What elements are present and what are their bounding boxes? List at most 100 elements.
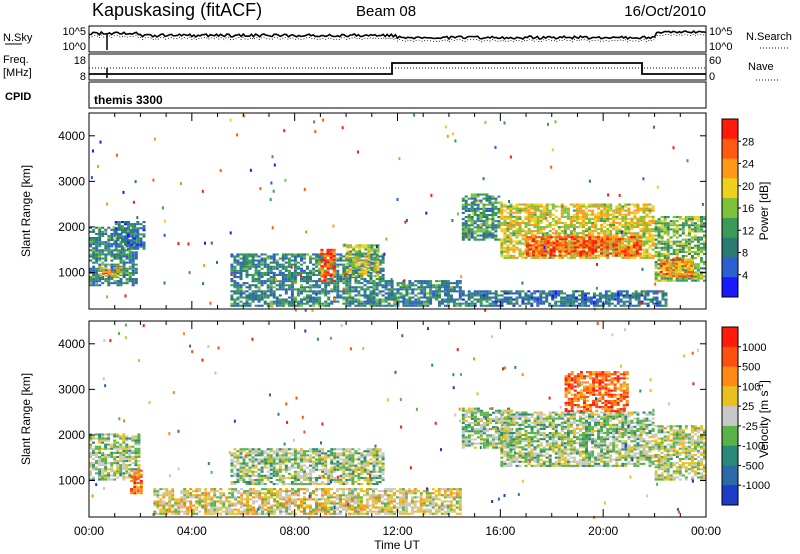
data-cell xyxy=(290,276,294,279)
data-cell xyxy=(251,280,255,283)
data-cell xyxy=(92,466,95,469)
data-cell xyxy=(266,278,270,281)
data-cell xyxy=(101,243,105,246)
data-cell xyxy=(600,240,604,243)
data-cell xyxy=(127,239,130,242)
data-cell xyxy=(540,254,544,257)
data-cell xyxy=(376,244,380,247)
data-cell xyxy=(327,302,331,305)
data-cell xyxy=(545,205,549,208)
data-cell xyxy=(693,275,697,278)
data-cell xyxy=(423,280,427,283)
data-cell xyxy=(119,241,123,244)
data-cell xyxy=(561,238,565,241)
data-cell xyxy=(639,238,643,241)
data-cell xyxy=(618,248,621,251)
data-cell xyxy=(394,300,396,304)
data-cell xyxy=(426,284,430,287)
data-cell xyxy=(346,258,350,261)
data-cell xyxy=(324,302,328,305)
data-cell xyxy=(272,292,276,295)
data-cell xyxy=(594,219,598,222)
data-cell xyxy=(451,219,454,222)
data-cell xyxy=(512,226,516,229)
data-cell xyxy=(137,455,141,458)
data-cell xyxy=(530,302,534,305)
data-cell xyxy=(693,271,697,274)
data-cell xyxy=(509,246,513,249)
data-cell xyxy=(342,263,346,266)
data-cell xyxy=(615,205,619,208)
data-cell xyxy=(275,273,279,276)
data-cell xyxy=(296,267,300,270)
data-cell xyxy=(99,273,103,276)
data-cell xyxy=(131,478,135,481)
data-cell xyxy=(405,286,409,289)
data-cell xyxy=(642,230,646,233)
data-cell xyxy=(230,280,234,283)
data-cell xyxy=(696,271,700,274)
data-cell xyxy=(327,296,331,299)
data-cell xyxy=(275,483,279,486)
data-cell xyxy=(122,269,126,272)
data-cell xyxy=(303,255,306,258)
data-cell xyxy=(266,284,270,287)
data-cell xyxy=(613,298,617,301)
data-cell xyxy=(687,226,691,229)
data-cell xyxy=(521,221,525,224)
data-cell xyxy=(326,273,330,276)
data-cell xyxy=(435,290,439,293)
data-cell xyxy=(558,244,562,247)
data-cell xyxy=(122,449,126,452)
data-cell xyxy=(452,290,456,293)
data-cell xyxy=(92,478,95,481)
data-cell xyxy=(569,256,573,259)
data-cell xyxy=(384,282,388,285)
data-cell xyxy=(351,253,355,256)
data-cell xyxy=(628,304,632,307)
data-cell xyxy=(582,219,585,222)
data-cell xyxy=(272,296,276,299)
data-cell xyxy=(485,234,489,237)
data-cell xyxy=(560,207,564,210)
data-cell xyxy=(533,207,537,210)
data-cell xyxy=(318,255,322,258)
data-cell xyxy=(125,447,129,450)
data-cell xyxy=(402,304,406,307)
data-cell xyxy=(131,439,135,442)
data-cell xyxy=(591,250,595,253)
data-cell xyxy=(248,466,252,469)
data-cell xyxy=(485,216,489,219)
data-cell xyxy=(345,300,349,303)
data-cell xyxy=(136,492,140,495)
data-cell xyxy=(405,288,409,291)
data-cell xyxy=(251,255,255,258)
data-cell xyxy=(584,292,587,295)
data-cell xyxy=(309,296,312,299)
data-cell xyxy=(254,478,258,481)
data-cell xyxy=(603,232,607,235)
data-cell xyxy=(107,478,111,481)
freq-panel-frame xyxy=(88,53,707,81)
data-cell xyxy=(446,286,450,289)
data-cell xyxy=(128,255,132,258)
data-cell xyxy=(130,490,134,493)
freq-panel: Freq. [MHz] 18 8 60 0 Nave xyxy=(3,53,778,83)
data-cell xyxy=(616,292,620,295)
data-cell xyxy=(569,252,573,255)
data-cell xyxy=(110,243,114,246)
data-cell xyxy=(354,294,358,297)
data-cell xyxy=(640,294,644,297)
data-cell xyxy=(345,298,349,301)
data-cell xyxy=(101,249,105,252)
data-cell xyxy=(464,207,468,210)
data-cell xyxy=(373,268,377,271)
data-cell xyxy=(662,268,666,271)
data-cell xyxy=(645,236,649,239)
data-cell xyxy=(257,290,261,293)
data-cell xyxy=(257,271,261,274)
data-cell xyxy=(642,215,646,218)
data-cell xyxy=(329,257,333,260)
data-cell xyxy=(564,244,568,247)
data-cell xyxy=(690,264,694,267)
